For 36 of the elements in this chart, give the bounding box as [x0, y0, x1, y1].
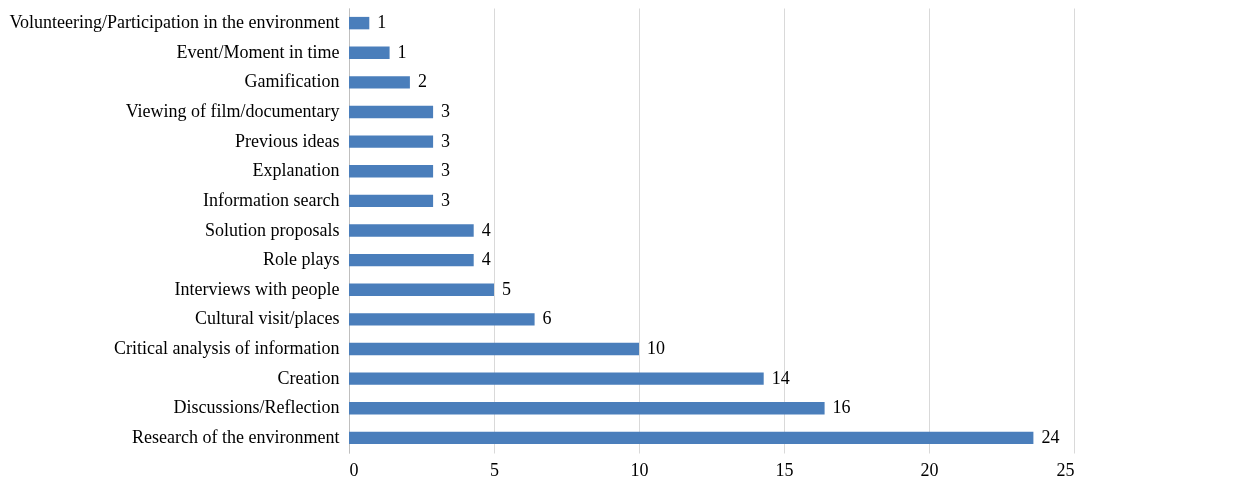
y-tick-label: Event/Moment in time: [176, 41, 340, 62]
data-label: 4: [481, 219, 491, 240]
data-label: 1: [377, 12, 387, 33]
y-tick-label: Viewing of film/documentary: [125, 100, 340, 121]
y-tick-label: Critical analysis of information: [114, 338, 340, 359]
data-label: 14: [771, 367, 790, 388]
data-label: 24: [1041, 426, 1060, 447]
y-tick-label: Role plays: [263, 249, 340, 270]
x-tick-label: 0: [349, 459, 359, 480]
y-tick-label: Solution proposals: [204, 219, 340, 240]
data-label: 5: [502, 278, 511, 299]
x-tick-label: 15: [775, 459, 794, 480]
data-label: 16: [832, 397, 851, 418]
y-tick-label: Research of the environment: [132, 426, 340, 447]
data-label: 10: [647, 338, 665, 359]
data-label: 6: [542, 308, 552, 329]
data-label: 3: [441, 100, 451, 121]
y-tick-label: Creation: [277, 367, 340, 388]
y-tick-label: Explanation: [252, 160, 340, 181]
y-tick-label: Interviews with people: [174, 278, 340, 299]
y-tick-label: Gamification: [244, 71, 340, 92]
y-tick-label: Volunteering/Participation in the environment: [9, 12, 340, 33]
data-label: 1: [397, 41, 407, 62]
y-tick-label: Previous ideas: [235, 130, 340, 151]
x-tick-label: 10: [630, 459, 649, 480]
y-tick-label: Cultural visit/places: [195, 308, 340, 329]
data-label: 3: [441, 189, 451, 210]
y-tick-label: Information search: [203, 189, 340, 210]
x-tick-label: 25: [1056, 459, 1075, 480]
data-label: 4: [481, 249, 491, 270]
data-label: 3: [441, 130, 451, 151]
y-tick-label: Discussions/Reflection: [173, 397, 340, 418]
data-label: 2: [417, 71, 427, 92]
x-tick-label: 5: [490, 459, 499, 480]
x-tick-label: 20: [920, 459, 939, 480]
data-label: 3: [441, 160, 451, 181]
